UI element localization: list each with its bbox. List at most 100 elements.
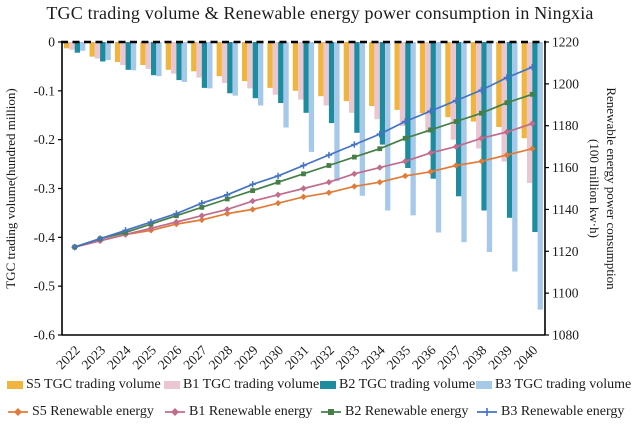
line-marker [401,172,409,180]
bar-s5-2038 [470,42,477,122]
x-tick-label: 2027 [180,342,210,372]
x-tick-label: 2037 [434,342,464,372]
line-marker [478,135,485,142]
bar-b2-2029 [252,42,258,99]
line-marker [300,193,307,201]
right-tick-label: 1120 [552,244,579,259]
left-tick-label: -0.3 [34,181,56,196]
b1-bar-swatch-icon [164,380,180,389]
line-marker [249,197,256,205]
bar-b3-2029 [258,42,264,106]
line-marker [198,212,206,219]
legend-label: S5 TGC trading volume [26,376,161,392]
legend-item-s5-line: S5 Renewable energy [7,404,164,420]
legend-item-b1-bar: B1 TGC trading volume [164,377,320,393]
line-marker [147,225,155,232]
legend-item-b3-line: B3 Renewable energy [476,404,640,420]
line-marker [529,120,536,127]
legend-item-b2-bar: B2 TGC trading volume [320,377,476,393]
bar-b1-2035 [399,42,406,126]
legend-row-bars: S5 TGC trading volume B1 TGC trading vol… [0,371,640,398]
bar-b3-2022 [80,42,86,51]
bar-b3-2038 [486,42,493,252]
line-marker [377,146,383,152]
bar-b3-2032 [334,42,340,182]
right-axis-title-line2: (100 million kw·h) [587,139,602,238]
bar-s5-2025 [140,42,146,65]
bar-b3-2034 [385,42,391,211]
x-tick-label: 2022 [53,343,83,373]
bar-b1-2022 [69,42,75,50]
bar-s5-2028 [216,42,222,77]
bar-b2-2026 [176,42,182,81]
legend-item-b3-bar: B3 TGC trading volume [476,377,640,393]
bar-b2-2022 [74,42,80,53]
bar-b2-2025 [151,42,157,76]
bar-s5-2032 [318,42,324,97]
x-tick-label: 2038 [460,342,490,372]
bar-b1-2031 [298,42,304,100]
x-tick-label: 2034 [358,342,388,372]
legend-label: S5 Renewable energy [32,403,154,419]
x-tick-label: 2033 [333,342,363,372]
bar-b3-2027 [207,42,213,89]
x-tick-label: 2026 [155,342,185,372]
x-tick-label: 2031 [282,343,312,373]
right-tick-label: 1220 [552,35,579,50]
bar-b1-2024 [120,42,126,65]
bar-b3-2033 [359,42,365,196]
bar-b1-2033 [349,42,355,113]
line-marker [325,179,333,186]
bar-b3-2036 [435,42,442,233]
line-marker [274,199,282,207]
x-tick-label: 2039 [485,342,515,372]
line-marker [351,183,358,190]
legend-item-s5-bar: S5 TGC trading volume [7,377,164,393]
left-tick-label: -0.6 [34,328,56,343]
line-marker [224,206,231,213]
line-marker [452,143,460,150]
bar-s5-2024 [114,42,121,62]
bar-b1-2040 [527,42,533,184]
line-marker [402,135,408,141]
bar-s5-2029 [242,42,248,82]
bar-s5-2033 [343,42,349,102]
bar-s5-2034 [369,42,375,106]
bar-b3-2030 [283,42,289,128]
left-axis-title: TGC trading volume(hundred million) [3,88,18,288]
bar-b2-2032 [328,42,335,124]
bar-b2-2027 [201,42,208,88]
bar-b1-2026 [171,42,177,74]
line-marker [274,191,282,198]
line-marker [503,151,511,159]
bar-b1-2027 [196,42,202,78]
right-tick-label: 1140 [552,202,579,217]
bar-b1-2028 [221,42,228,83]
line-marker [325,189,333,196]
x-tick-label: 2028 [206,342,236,372]
legend-label: B2 TGC trading volume [339,376,476,392]
bar-b1-2037 [450,42,456,140]
bar-s5-2030 [267,42,273,88]
left-tick-label: -0.5 [34,279,56,294]
x-tick-label: 2029 [231,342,261,372]
legend-item-b1-line: B1 Renewable energy [164,404,320,420]
x-tick-label: 2035 [384,342,414,372]
bar-b1-2023 [94,42,101,59]
line-marker [224,210,231,217]
chart-title: TGC trading volume & Renewable energy po… [46,3,594,23]
x-tick-label: 2024 [104,342,134,372]
bar-b3-2028 [232,42,238,96]
bar-b2-2038 [481,42,487,211]
bar-b3-2039 [512,42,518,272]
line-marker [250,188,256,193]
right-tick-label: 1160 [552,160,579,175]
bar-b3-2023 [105,42,111,61]
left-tick-label: 0 [48,35,55,50]
line-marker [300,185,307,192]
bar-s5-2026 [165,42,171,70]
left-tick-label: -0.2 [34,132,55,147]
legend-label: B3 Renewable energy [501,403,625,419]
right-tick-label: 1080 [552,328,579,343]
